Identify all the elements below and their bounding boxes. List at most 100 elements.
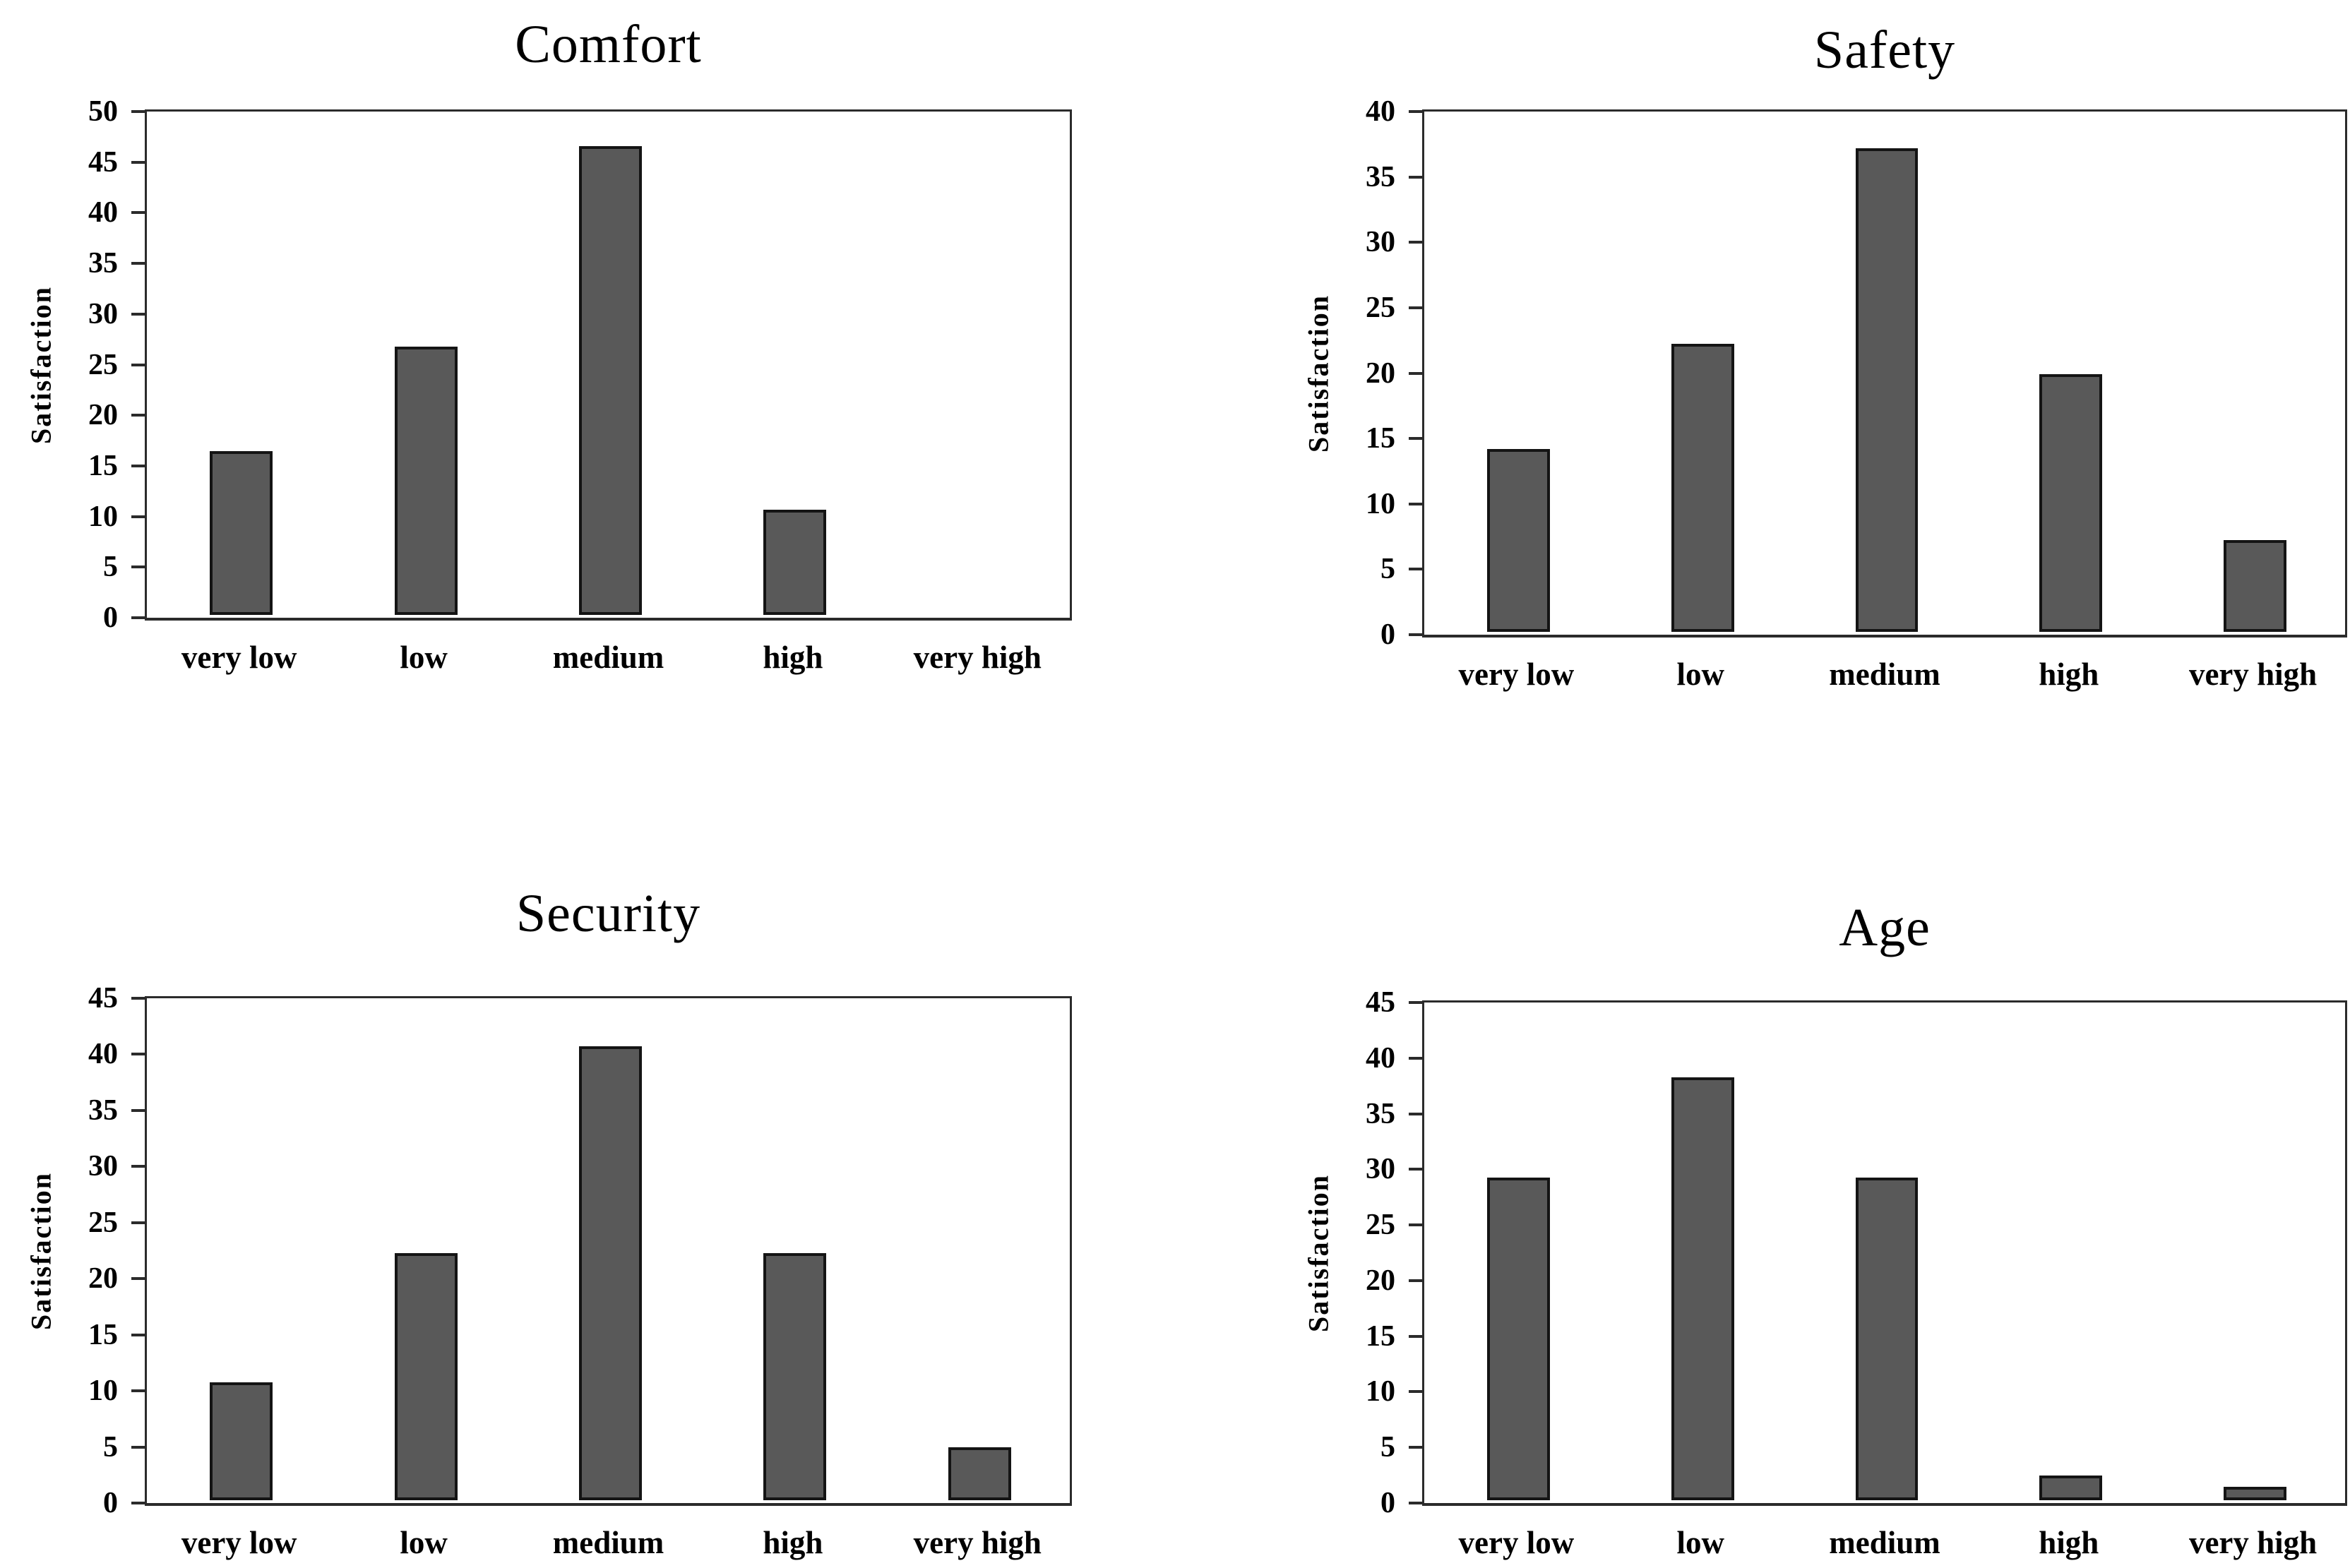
plot-area [145, 109, 1072, 621]
bar-low [394, 347, 458, 615]
y-tick-mark [131, 110, 145, 113]
y-tick-mark [1409, 1390, 1422, 1394]
y-tick-label: 0 [1380, 618, 1395, 651]
y-tick-label: 20 [88, 399, 118, 432]
y-tick-label: 30 [1366, 1153, 1395, 1186]
y-tick-mark [131, 414, 145, 417]
y-tick-label: 45 [88, 982, 118, 1015]
y-tick-mark [131, 515, 145, 518]
x-tick-label: medium [1829, 657, 1940, 692]
y-tick-mark [1409, 371, 1422, 375]
y-tick-label: 40 [1366, 95, 1395, 128]
y-tick-mark [131, 160, 145, 164]
bar-very-low [1487, 1178, 1550, 1500]
y-tick-label: 35 [88, 1094, 118, 1127]
bar-low [1671, 344, 1734, 632]
x-tick-label: low [400, 640, 448, 675]
bar-medium [579, 1046, 642, 1500]
bar-very-high [948, 1447, 1011, 1500]
y-tick-label: 15 [88, 449, 118, 482]
y-tick-mark [131, 312, 145, 316]
plot-wrap: very low low medium high very high 0 5 10 15 20 2… [1366, 988, 2347, 1559]
y-axis-label: Satisfaction [25, 286, 57, 444]
y-tick-label: 0 [1380, 1487, 1395, 1519]
chart-title: Security [515, 884, 701, 943]
bar-medium [1855, 1178, 1919, 1500]
y-tick-label: 25 [1366, 291, 1395, 324]
y-tick-mark [1409, 1279, 1422, 1282]
x-tick-label: very high [2188, 657, 2318, 692]
y-tick-label: 10 [1366, 1375, 1395, 1408]
y-tick-mark [1409, 1056, 1422, 1060]
y-tick-mark [131, 211, 145, 215]
y-tick-mark [1409, 1446, 1422, 1449]
y-tick-mark [1409, 306, 1422, 309]
y-tick-label: 5 [1380, 553, 1395, 586]
bar-low [1671, 1077, 1734, 1500]
y-tick-label: 5 [1380, 1431, 1395, 1464]
chart-title: Safety [1813, 20, 1956, 80]
bar-medium [579, 146, 642, 615]
bar-high [763, 1253, 827, 1500]
x-tick-label: medium [552, 640, 664, 675]
y-tick-mark [1409, 568, 1422, 571]
y-tick-label: 30 [88, 1150, 118, 1183]
y-tick-mark [1409, 1223, 1422, 1227]
y-tick-label: 20 [88, 1262, 118, 1295]
x-tick-label: very high [2188, 1525, 2318, 1560]
x-tick-label: very high [913, 1525, 1042, 1560]
bar-very-low [210, 1382, 273, 1500]
x-tick-label: medium [1829, 1525, 1940, 1560]
bar-very-low [210, 450, 273, 615]
bar-high [2039, 1476, 2103, 1500]
chart-safety: Safety Satisfaction very low low medium hig… [1175, 0, 2350, 791]
y-tick-mark [1409, 110, 1422, 113]
y-tick-label: 35 [1366, 160, 1395, 193]
y-tick-label: 45 [88, 145, 118, 179]
y-tick-label: 10 [1366, 487, 1395, 520]
chart-title: Age [1839, 898, 1931, 957]
x-tick-label: high [2039, 1525, 2099, 1560]
y-tick-mark [1409, 1502, 1422, 1504]
y-tick-mark [131, 1165, 145, 1168]
y-tick-label: 20 [1366, 1264, 1395, 1297]
y-tick-mark [1409, 502, 1422, 505]
chart-comfort: Comfort Satisfaction very low low medium hi… [0, 0, 1175, 791]
bar-high [763, 509, 827, 615]
x-tick-label: very low [1458, 657, 1575, 692]
bar-very-high [2224, 540, 2286, 632]
bar-medium [1855, 148, 1919, 632]
y-tick-mark [131, 1389, 145, 1393]
x-tick-label: high [763, 640, 823, 675]
plot-wrap: very low low medium high very high 0 5 10 15 20 2… [88, 97, 1072, 674]
y-tick-label: 25 [88, 1206, 118, 1239]
y-tick-label: 30 [88, 297, 118, 330]
y-tick-mark [131, 363, 145, 366]
y-tick-label: 15 [88, 1318, 118, 1351]
y-tick-label: 35 [88, 247, 118, 280]
plot-wrap: very low low medium high very high 0 5 10 15 20 2… [1366, 97, 2347, 690]
y-tick-label: 45 [1366, 986, 1395, 1019]
y-tick-mark [1409, 1168, 1422, 1171]
chart-title: Comfort [515, 15, 702, 74]
y-tick-mark [131, 565, 145, 569]
bar-very-low [1487, 448, 1550, 632]
bar-very-high [2224, 1487, 2286, 1500]
bar-high [2039, 374, 2103, 632]
x-tick-label: low [400, 1525, 448, 1560]
y-tick-label: 0 [103, 602, 118, 634]
y-tick-label: 0 [103, 1487, 118, 1519]
x-tick-label: medium [552, 1525, 664, 1560]
y-tick-label: 40 [88, 196, 118, 229]
x-tick-label: low [1676, 657, 1724, 692]
y-tick-label: 15 [1366, 422, 1395, 455]
y-tick-label: 30 [1366, 226, 1395, 259]
plot-area [145, 996, 1072, 1506]
y-tick-mark [1409, 1334, 1422, 1338]
y-tick-mark [131, 1277, 145, 1281]
y-tick-mark [1409, 241, 1422, 244]
y-tick-label: 40 [1366, 1041, 1395, 1075]
y-tick-mark [131, 1445, 145, 1449]
y-tick-label: 25 [1366, 1209, 1395, 1242]
chart-age: Age Satisfaction very low low medium high ve… [1175, 834, 2350, 1568]
